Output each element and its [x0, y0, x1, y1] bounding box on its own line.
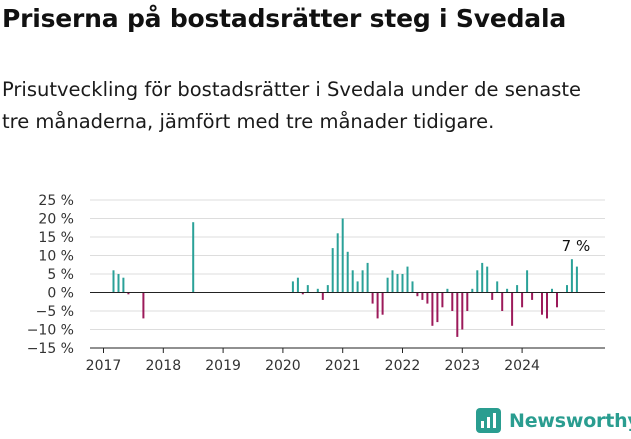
bar	[316, 288, 319, 293]
y-tick-label: 5 %	[47, 267, 74, 283]
axes	[90, 292, 605, 353]
y-tick-label: 10 %	[38, 249, 74, 265]
bar	[142, 292, 145, 319]
chart-title: Priserna på bostadsrätter steg i Svedala	[2, 4, 566, 33]
bar	[391, 270, 394, 293]
bar	[341, 218, 344, 293]
brand-name: Newsworthy	[509, 409, 631, 432]
bar	[296, 277, 299, 293]
x-tick-label: 2021	[325, 358, 361, 370]
annotations: 7 %	[562, 237, 591, 255]
x-tick-label: 2022	[385, 358, 421, 370]
bar	[546, 292, 548, 319]
bar	[127, 292, 130, 295]
bar	[436, 292, 439, 323]
bar	[461, 292, 464, 330]
bar	[122, 277, 125, 293]
chart-subtitle: Prisutveckling för bostadsrätter i Sveda…	[2, 78, 581, 133]
bar	[301, 292, 304, 295]
bar	[521, 292, 524, 308]
bar	[531, 292, 534, 300]
bar	[381, 292, 384, 315]
bar	[192, 222, 195, 293]
bar	[566, 285, 568, 293]
y-tick-label: −10 %	[27, 323, 74, 339]
bar	[486, 266, 489, 293]
bar	[551, 288, 553, 293]
x-tick-label: 2024	[504, 358, 540, 370]
bar-chart: 25 % 20 % 15 % 10 % 5 % 0 % −5 % −10 % −15 % 201…	[27, 193, 605, 370]
x-tick-label: 2023	[444, 358, 480, 370]
x-tick-label: 2019	[205, 358, 241, 370]
bar	[112, 270, 115, 293]
bar	[361, 270, 364, 293]
y-axis-labels: 25 % 20 % 15 % 10 % 5 % 0 % −5 % −10 % −15 %	[27, 193, 74, 357]
bar	[386, 277, 389, 293]
bar	[421, 292, 424, 300]
bar-chart-icon	[476, 408, 501, 433]
bar	[556, 292, 558, 308]
bar	[575, 266, 578, 293]
y-tick-label: −5 %	[36, 304, 74, 320]
bar	[541, 292, 543, 315]
y-tick-label: −15 %	[27, 341, 74, 357]
bar	[411, 281, 414, 293]
bar	[336, 233, 339, 293]
bar	[451, 292, 454, 311]
bar	[306, 285, 309, 293]
x-tick-label: 2018	[145, 358, 181, 370]
bar	[401, 274, 404, 293]
bar	[431, 292, 434, 326]
bar	[506, 288, 509, 293]
y-tick-label: 15 %	[38, 230, 74, 246]
newsworthy-logo: Newsworthy	[476, 408, 631, 433]
bar	[496, 281, 499, 293]
bar	[526, 270, 529, 293]
x-axis-labels: 2017 2018 2019 2020 2021 2022 2023 2024	[86, 358, 540, 370]
y-tick-label: 0 %	[47, 286, 74, 302]
bar	[331, 248, 334, 293]
y-tick-label: 25 %	[38, 193, 74, 209]
bar	[570, 259, 573, 293]
bar	[326, 285, 329, 293]
bar	[416, 292, 419, 297]
bar	[516, 285, 519, 293]
bar	[346, 251, 349, 293]
bar	[491, 292, 494, 300]
bar	[511, 292, 514, 326]
y-tick-label: 20 %	[38, 212, 74, 228]
bar	[441, 292, 444, 308]
bar	[351, 270, 354, 293]
bar	[321, 292, 324, 300]
bar	[456, 292, 459, 337]
x-tick-label: 2020	[265, 358, 301, 370]
bars	[112, 218, 578, 337]
bar	[291, 281, 294, 293]
bar	[501, 292, 504, 311]
bar	[446, 288, 449, 293]
bar	[481, 262, 484, 293]
value-annotation: 7 %	[562, 237, 591, 255]
x-tick-label: 2017	[86, 358, 122, 370]
bar	[476, 270, 479, 293]
bar	[426, 292, 429, 304]
bar	[371, 292, 374, 304]
bar	[471, 288, 474, 293]
bar	[396, 274, 399, 293]
bar	[356, 281, 359, 293]
bar	[406, 266, 409, 293]
bar	[376, 292, 379, 319]
bar	[366, 262, 369, 293]
bar	[466, 292, 469, 311]
bar	[117, 274, 120, 293]
